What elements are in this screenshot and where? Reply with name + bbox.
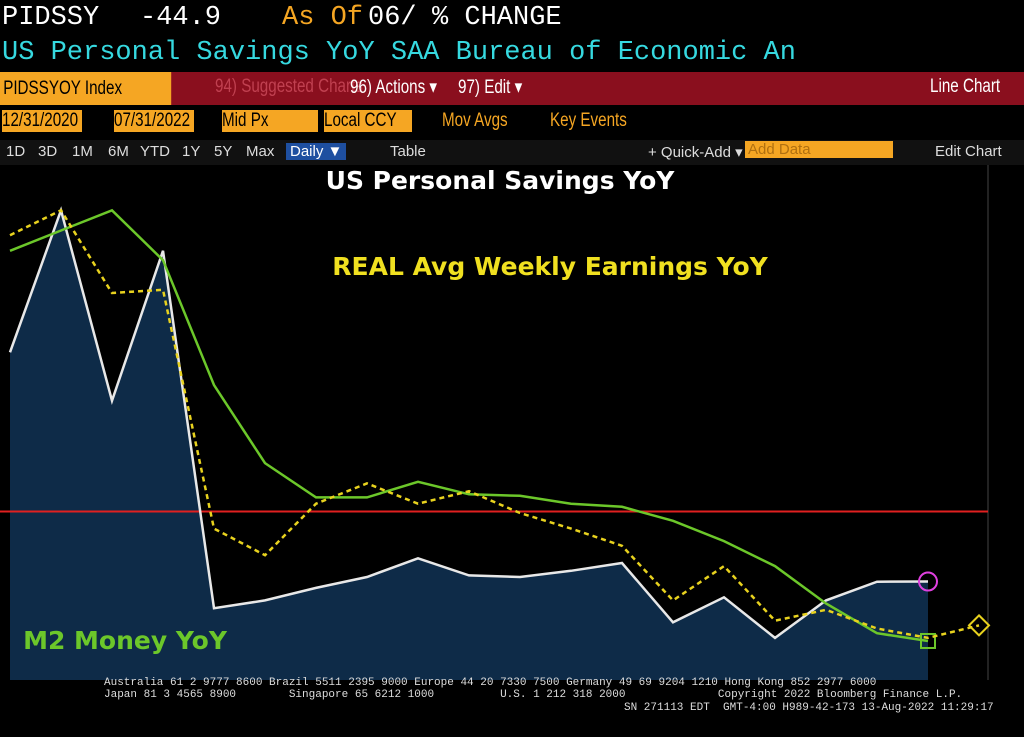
- start-date[interactable]: 12/31/2020: [2, 110, 82, 132]
- period-button[interactable]: 5Y: [214, 143, 233, 160]
- period-button[interactable]: 6M: [108, 143, 129, 160]
- series-line: [9, 208, 929, 643]
- frequency[interactable]: Daily ▼: [286, 143, 347, 160]
- series-line: [9, 208, 980, 640]
- add-data[interactable]: Add Data: [745, 141, 893, 158]
- edit-chart[interactable]: Edit Chart: [935, 143, 1002, 160]
- period-button[interactable]: 1M: [72, 143, 93, 160]
- period-button[interactable]: Max: [246, 143, 275, 160]
- last-marker: [967, 613, 991, 637]
- toolbar: PIDSSYOY Index 94) Suggested Charts 96) …: [0, 72, 1024, 105]
- ticker: PIDSSY: [2, 3, 100, 33]
- last-value: -44.9: [140, 3, 222, 33]
- security-field[interactable]: PIDSSYOY Index: [0, 72, 172, 105]
- last-marker: [920, 632, 936, 649]
- table-button[interactable]: Table: [390, 143, 426, 160]
- period-button[interactable]: 1D: [6, 143, 26, 160]
- footer-contacts: Australia 61 2 9777 8600 Brazil 5511 239…: [104, 677, 877, 689]
- period-button[interactable]: YTD: [140, 143, 170, 160]
- quick-add[interactable]: + Quick-Add ▾: [648, 144, 743, 161]
- savings-area: [10, 210, 928, 681]
- price-field[interactable]: Mid Px: [222, 110, 318, 132]
- period-button[interactable]: 3D: [38, 143, 58, 160]
- mov-avgs[interactable]: Mov Avgs: [442, 110, 508, 131]
- chart-annotation: M2 Money YoY: [23, 626, 228, 655]
- period-row: Daily ▼ Table + Quick-Add ▾ Add Data Edi…: [0, 140, 1024, 165]
- series-line: [8, 206, 929, 640]
- currency-field[interactable]: Local CCY: [324, 110, 412, 132]
- actions-menu[interactable]: 96) Actions ▾: [350, 77, 438, 98]
- chart-kind: Line Chart: [930, 76, 1001, 97]
- key-events[interactable]: Key Events: [550, 110, 627, 131]
- chart-annotation: US Personal Savings YoY: [326, 166, 676, 195]
- end-date[interactable]: 07/31/2022: [114, 110, 194, 132]
- as-of: As Of: [282, 3, 364, 33]
- footer-session: SN 271113 EDT GMT-4:00 H989-42-173 13-Au…: [624, 702, 994, 714]
- edit-menu[interactable]: 97) Edit ▾: [458, 77, 523, 98]
- description: US Personal Savings YoY SAA Bureau of Ec…: [2, 38, 796, 68]
- last-marker: [918, 571, 938, 592]
- unit: % CHANGE: [432, 3, 562, 33]
- date: 06/: [368, 3, 417, 33]
- chart: US Personal Savings YoY REAL Avg Weekly E…: [0, 165, 991, 681]
- settings-row: 12/31/2020 07/31/2022 Mid Px Local CCY M…: [0, 108, 1024, 136]
- suggested-charts[interactable]: 94) Suggested Charts: [215, 76, 363, 97]
- footer-contacts-2: Japan 81 3 4565 8900 Singapore 65 6212 1…: [104, 689, 963, 701]
- chart-annotation: REAL Avg Weekly Earnings YoY: [332, 252, 768, 281]
- period-button[interactable]: 1Y: [182, 143, 201, 160]
